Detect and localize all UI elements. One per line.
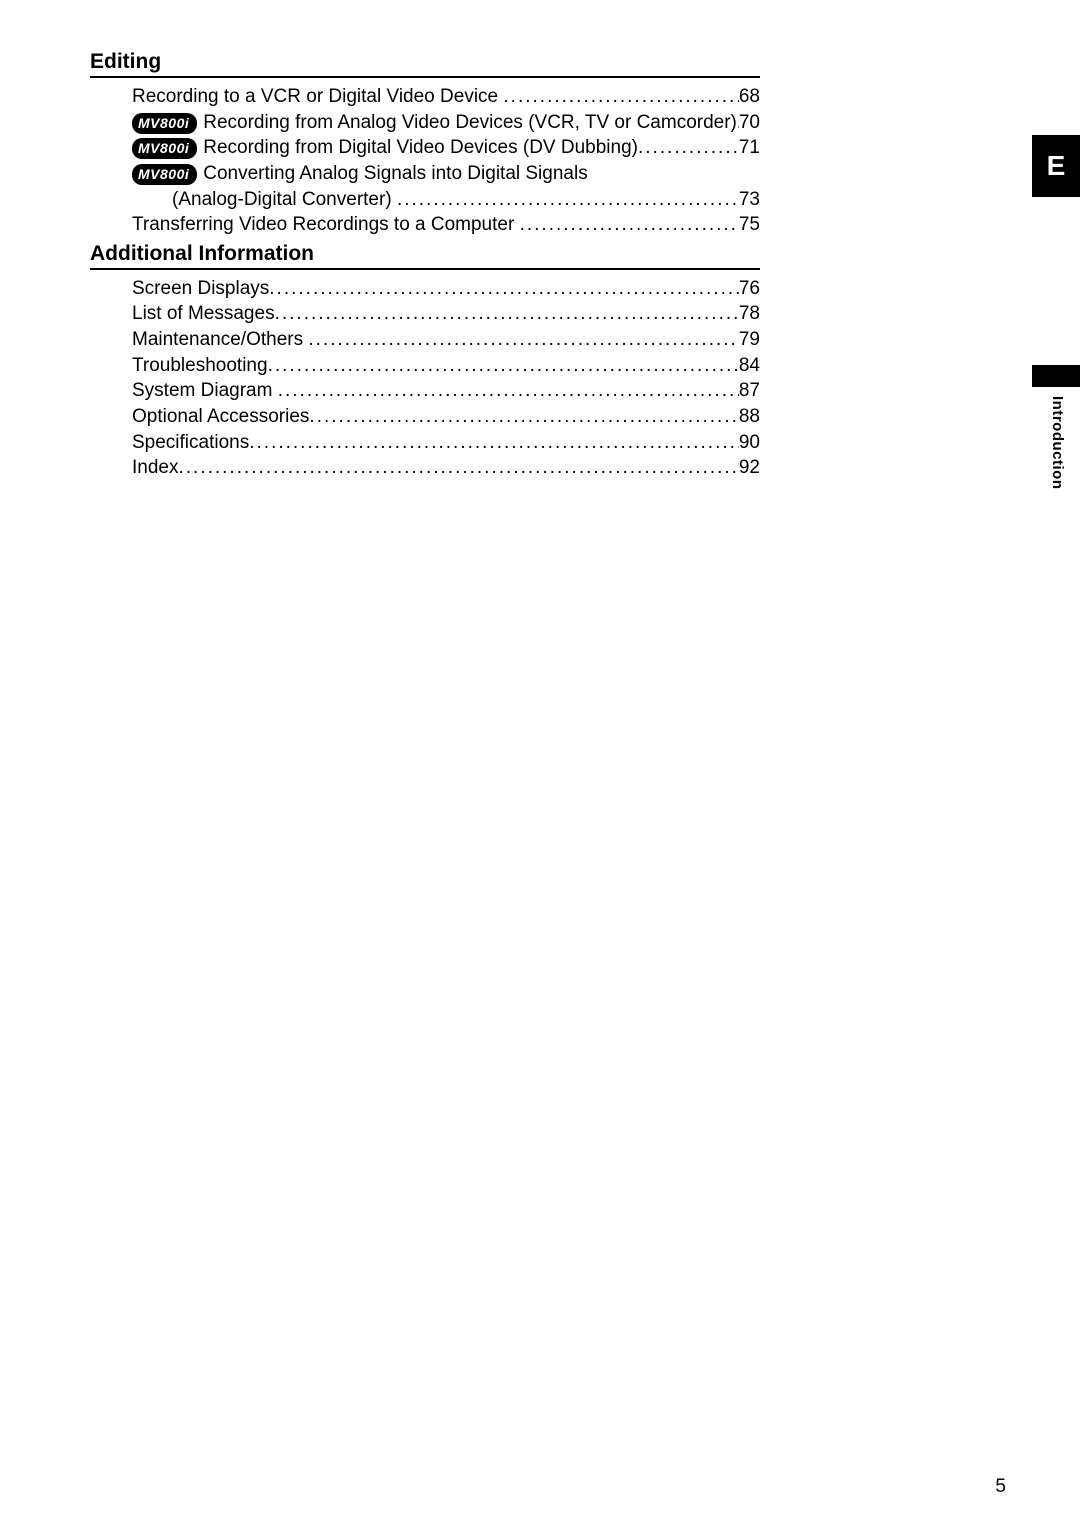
toc-entry: MV800i Recording from Digital Video Devi…: [132, 135, 760, 161]
toc-dots: [308, 327, 738, 353]
toc-entry: MV800i Converting Analog Signals into Di…: [132, 161, 760, 187]
toc-dots: [520, 212, 739, 238]
toc-text: Recording from Analog Video Devices (VCR…: [203, 110, 737, 136]
section-additional-info: Additional Information Screen Displays 7…: [90, 242, 760, 481]
toc-page: 75: [739, 212, 760, 238]
section-title-additional: Additional Information: [90, 242, 760, 266]
toc-dots: [309, 404, 738, 430]
toc-page: 90: [739, 430, 760, 456]
toc-page: 92: [739, 455, 760, 481]
toc-dots: [397, 187, 739, 213]
toc-page: 73: [739, 187, 760, 213]
toc-text: (Analog-Digital Converter): [172, 187, 392, 213]
toc-entry: Recording to a VCR or Digital Video Devi…: [132, 84, 760, 110]
toc-text: System Diagram: [132, 378, 272, 404]
toc-page: 78: [739, 301, 760, 327]
toc-prefix: MV800i: [132, 138, 203, 159]
toc-text: List of Messages: [132, 301, 275, 327]
toc-dots: [268, 353, 739, 379]
toc-page: 87: [739, 378, 760, 404]
toc-prefix: MV800i: [132, 164, 203, 185]
section-divider: [90, 76, 760, 78]
toc-entry: Troubleshooting 84: [132, 353, 760, 379]
toc-dots: [249, 430, 739, 456]
toc-page: 68: [739, 84, 760, 110]
toc-entry: Specifications 90: [132, 430, 760, 456]
toc-dots: [278, 378, 739, 404]
toc-text: Specifications: [132, 430, 249, 456]
toc-entry: Index 92: [132, 455, 760, 481]
toc-content: Editing Recording to a VCR or Digital Vi…: [0, 0, 850, 481]
toc-dots: [503, 84, 738, 110]
toc-page: 88: [739, 404, 760, 430]
toc-text: Recording to a VCR or Digital Video Devi…: [132, 84, 498, 110]
toc-entry: Maintenance/Others 79: [132, 327, 760, 353]
toc-text: Optional Accessories: [132, 404, 309, 430]
toc-dots: [638, 135, 739, 161]
toc-text: Screen Displays: [132, 276, 269, 302]
toc-entry: System Diagram 87: [132, 378, 760, 404]
toc-text: Transferring Video Recordings to a Compu…: [132, 212, 514, 238]
side-tab-language: E: [1032, 135, 1080, 197]
toc-text: Troubleshooting: [132, 353, 268, 379]
toc-text: Index: [132, 455, 178, 481]
toc-dots: [178, 455, 738, 481]
side-label-section: Introduction: [1049, 396, 1066, 489]
toc-page: 76: [739, 276, 760, 302]
toc-page: 71: [739, 135, 760, 161]
toc-text: Maintenance/Others: [132, 327, 303, 353]
page-number: 5: [995, 1476, 1006, 1498]
toc-entry: Screen Displays 76: [132, 276, 760, 302]
toc-entry: Optional Accessories 88: [132, 404, 760, 430]
toc-entry: MV800i Recording from Analog Video Devic…: [132, 110, 760, 136]
toc-entry-continuation: (Analog-Digital Converter) 73: [172, 187, 760, 213]
toc-page: 84: [739, 353, 760, 379]
section-editing: Editing Recording to a VCR or Digital Vi…: [90, 50, 760, 238]
toc-prefix: MV800i: [132, 113, 203, 134]
toc-dots: [275, 301, 739, 327]
model-badge: MV800i: [132, 113, 197, 134]
toc-page: 79: [739, 327, 760, 353]
toc-page: 70: [739, 110, 760, 136]
side-bar-marker: [1032, 365, 1080, 387]
model-badge: MV800i: [132, 138, 197, 159]
section-divider: [90, 268, 760, 270]
model-badge: MV800i: [132, 164, 197, 185]
toc-entry: Transferring Video Recordings to a Compu…: [132, 212, 760, 238]
toc-dots: [269, 276, 739, 302]
toc-text: Recording from Digital Video Devices (DV…: [203, 135, 638, 161]
toc-entry: List of Messages 78: [132, 301, 760, 327]
section-title-editing: Editing: [90, 50, 760, 74]
toc-text: Converting Analog Signals into Digital S…: [203, 161, 587, 187]
